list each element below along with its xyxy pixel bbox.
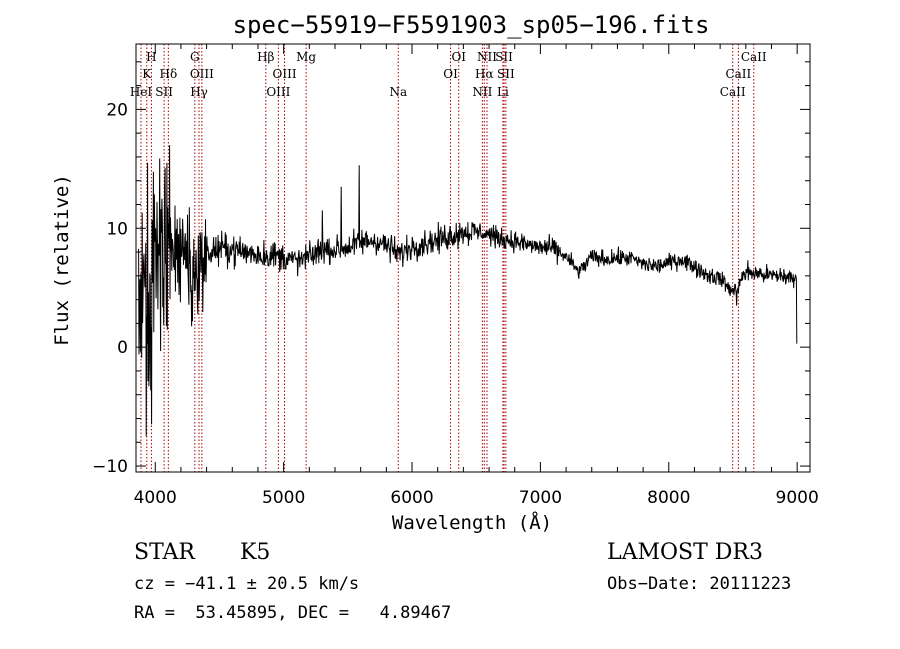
line-label-12: Na [389, 85, 407, 99]
line-label-17: Hα [475, 67, 494, 81]
y-tick-label: −10 [92, 457, 128, 477]
y-tick-label: 10 [106, 219, 128, 239]
line-label-8: Hβ [257, 50, 274, 64]
y-axis-label: Flux (relative) [51, 174, 73, 346]
line-label-0: H [146, 50, 156, 64]
line-label-10: OIII [266, 85, 290, 99]
redshift-readout: cz = −41.1 ± 20.5 km/s [134, 574, 360, 594]
spectrum-line [138, 145, 798, 437]
line-label-3: SII [155, 85, 173, 99]
line-label-9: OIII [273, 67, 297, 81]
line-label-11: Mg [296, 50, 316, 64]
line-label-15: NII [477, 50, 497, 64]
line-label-22: CaII [725, 67, 751, 81]
line-label-13: OI [451, 50, 466, 64]
x-tick-label: 8000 [647, 488, 690, 508]
line-label-20: Li [497, 85, 509, 99]
line-label-4: Hδ [160, 67, 178, 81]
line-label-14: OI [443, 67, 458, 81]
line-label-1: K [142, 67, 152, 81]
line-label-21: CaII [741, 50, 767, 64]
line-label-18: SII [497, 67, 515, 81]
x-tick-label: 6000 [390, 488, 433, 508]
spectrum-series [138, 145, 798, 437]
x-axis-label: Wavelength (Å) [392, 511, 552, 534]
line-label-23: CaII [720, 85, 746, 99]
line-label-19: NII [472, 85, 492, 99]
line-label-5: G [190, 50, 200, 64]
chart-title: spec−55919−F5591903_sp05−196.fits [233, 11, 710, 39]
sky-coordinates: RA = 53.45895, DEC = 4.89467 [134, 603, 452, 623]
y-tick-label: 20 [106, 100, 128, 120]
line-label-7: Hγ [190, 85, 208, 99]
x-tick-label: 5000 [262, 488, 305, 508]
line-label-2: HeI [130, 85, 153, 99]
emission-line-markers [140, 44, 755, 472]
x-tick-label: 4000 [134, 488, 177, 508]
observation-date: Obs−Date: 20111223 [607, 574, 792, 594]
line-label-16: SII [495, 50, 513, 64]
x-tick-label: 7000 [519, 488, 562, 508]
line-label-6: OIII [190, 67, 214, 81]
object-subclass: K5 [240, 540, 271, 565]
y-tick-label: 0 [117, 338, 128, 358]
plot-frame [135, 43, 811, 473]
object-class: STAR [134, 540, 195, 565]
x-tick-label: 9000 [776, 488, 819, 508]
survey-name: LAMOST DR3 [607, 540, 763, 565]
plot-axes: 4000 5000 6000 7000 8000 9000 −10 0 10 20 [92, 43, 819, 508]
